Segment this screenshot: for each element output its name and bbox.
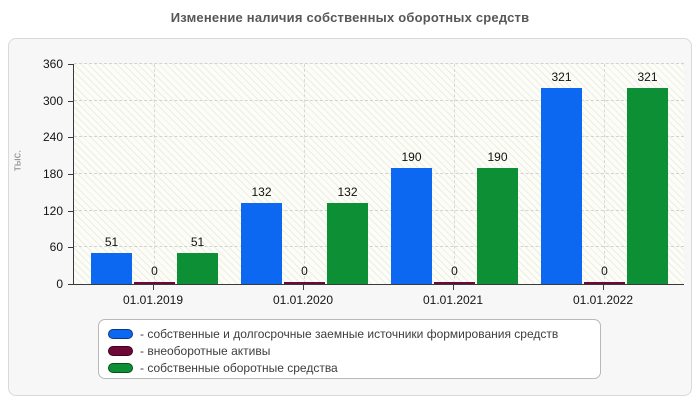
bar [134,282,175,284]
x-category-label: 01.01.2022 [572,293,634,307]
y-tick-mark [68,247,73,248]
gridline-vertical [154,64,155,284]
bar-value-label: 0 [451,264,458,278]
gridline-horizontal [74,209,684,211]
legend-item: - внеоборотные активы [108,342,600,359]
x-category-label: 01.01.2021 [422,293,484,307]
legend-swatch [108,328,133,339]
y-tick-mark [68,174,73,175]
gridline-vertical [604,64,605,284]
bar [241,203,282,284]
y-tick-mark [68,101,73,102]
legend-item-label: - собственные оборотные средства [140,360,338,375]
bar [434,282,475,284]
bar-value-label: 0 [601,264,608,278]
gridline-horizontal [74,99,684,101]
y-tick-label: 240 [42,130,63,144]
y-tick-mark [68,64,73,65]
bar [284,282,325,284]
gridline-vertical [304,64,305,284]
bar [91,253,132,284]
gridline-horizontal [74,63,684,64]
gridline-vertical [454,64,455,284]
y-tick-mark [68,137,73,138]
legend-item: - собственные и долгосрочные заемные ист… [108,325,600,342]
y-tick-label: 120 [42,204,63,218]
bar [327,203,368,284]
bar-value-label: 132 [337,185,358,199]
bar [391,168,432,284]
bar-value-label: 0 [301,264,308,278]
gridline-horizontal [74,136,684,138]
bar-value-label: 132 [251,185,272,199]
gridline-horizontal [74,246,684,248]
bar [584,282,625,284]
legend-swatch [108,345,133,356]
y-tick-label: 360 [42,57,63,71]
bar [627,88,668,284]
bar-value-label: 321 [637,70,658,84]
bar-value-label: 51 [190,235,205,249]
y-tick-label: 60 [49,240,63,254]
bar [477,168,518,284]
y-tick-mark [68,284,73,285]
y-tick-label: 180 [42,167,63,181]
bar [541,88,582,284]
x-tick-mark [453,285,454,290]
legend: - собственные и долгосрочные заемные ист… [98,319,601,379]
plot-area: 51 0 51 132 0 132 190 0 190 321 0 321 [73,63,684,285]
bar [177,253,218,284]
x-category-label: 01.01.2019 [122,293,184,307]
legend-item-label: - собственные и долгосрочные заемные ист… [140,326,559,341]
x-tick-mark [303,285,304,290]
y-tick-label: 300 [42,94,63,108]
bar-value-label: 51 [104,235,119,249]
legend-item: - собственные оборотные средства [108,359,600,376]
y-tick-mark [68,211,73,212]
legend-swatch [108,362,133,373]
x-tick-mark [603,285,604,290]
y-tick-label: 0 [56,277,63,291]
x-tick-mark [153,285,154,290]
bar-value-label: 190 [401,150,422,164]
legend-item-label: - внеоборотные активы [140,343,271,358]
chart-title: Изменение наличия собственных оборотных … [170,10,530,25]
bar-value-label: 321 [551,70,572,84]
gridline-horizontal [74,173,684,174]
chart-panel: тыс. 0 60 120 180 240 300 360 51 0 51 132 0 132 190 0… [8,38,692,396]
bar-value-label: 0 [151,264,158,278]
bar-value-label: 190 [487,150,508,164]
x-category-label: 01.01.2020 [272,293,334,307]
